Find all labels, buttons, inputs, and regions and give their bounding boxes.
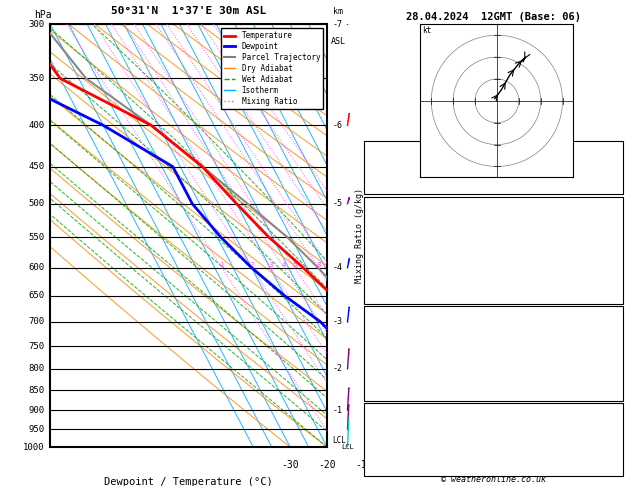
Text: 4: 4 [610, 261, 615, 270]
Text: Temp (°C): Temp (°C) [372, 215, 421, 224]
Text: 700: 700 [29, 317, 45, 327]
Text: -30: -30 [281, 460, 299, 470]
Text: 650: 650 [29, 291, 45, 300]
Text: 4: 4 [610, 357, 615, 366]
Text: Totals Totals: Totals Totals [372, 163, 442, 172]
Text: 7.5: 7.5 [599, 230, 615, 240]
Text: StmSpd (kt): StmSpd (kt) [372, 465, 431, 473]
Text: hPa: hPa [34, 10, 52, 20]
Text: Lifted Index: Lifted Index [372, 261, 437, 270]
Text: 600: 600 [29, 263, 45, 272]
Text: 850: 850 [29, 385, 45, 395]
Text: 1003: 1003 [594, 325, 615, 334]
Text: 300: 300 [29, 20, 45, 29]
Text: 5: 5 [292, 262, 297, 268]
Text: CIN (J): CIN (J) [372, 388, 410, 398]
Text: ASL: ASL [331, 37, 346, 46]
Text: CIN (J): CIN (J) [372, 292, 410, 301]
Text: 14: 14 [604, 145, 615, 155]
Text: CAPE (J): CAPE (J) [372, 277, 415, 285]
Text: Surface: Surface [475, 200, 513, 209]
Text: 40: 40 [543, 460, 554, 470]
Bar [364, 197, 623, 304]
Text: 30: 30 [506, 460, 518, 470]
Text: 61: 61 [604, 277, 615, 285]
Text: 750: 750 [29, 342, 45, 350]
Text: 0: 0 [398, 460, 404, 470]
Text: 350: 350 [29, 74, 45, 83]
Text: -1: -1 [333, 406, 343, 415]
Text: SREH: SREH [372, 435, 394, 444]
Text: -10: -10 [355, 460, 373, 470]
Text: 0: 0 [610, 292, 615, 301]
Text: 500: 500 [29, 199, 45, 208]
Text: 450: 450 [29, 162, 45, 171]
Text: 1000: 1000 [23, 443, 45, 451]
Text: 3: 3 [268, 262, 272, 268]
Text: K: K [372, 145, 377, 155]
Text: 20: 20 [469, 460, 481, 470]
Text: 61: 61 [604, 373, 615, 382]
Text: 4: 4 [282, 262, 286, 268]
Text: -20: -20 [318, 460, 336, 470]
Text: 1: 1 [220, 262, 224, 268]
Text: 550: 550 [29, 233, 45, 242]
Text: 950: 950 [29, 425, 45, 434]
Text: 800: 800 [29, 364, 45, 373]
Text: Dewpoint / Temperature (°C): Dewpoint / Temperature (°C) [104, 477, 273, 486]
Text: 41: 41 [604, 435, 615, 444]
Text: 0: 0 [610, 388, 615, 398]
Bar [364, 306, 623, 401]
Text: EH: EH [372, 421, 383, 430]
Text: StmDir: StmDir [372, 450, 404, 459]
Legend: Temperature, Dewpoint, Parcel Trajectory, Dry Adiabat, Wet Adiabat, Isotherm, Mi: Temperature, Dewpoint, Parcel Trajectory… [221, 28, 323, 109]
Text: Lifted Index: Lifted Index [372, 357, 437, 366]
Text: PW (cm): PW (cm) [372, 181, 410, 190]
Text: 28.04.2024  12GMT (Base: 06): 28.04.2024 12GMT (Base: 06) [406, 12, 581, 22]
Text: kt: kt [423, 27, 431, 35]
Text: Dewp (°C): Dewp (°C) [372, 230, 421, 240]
Text: 231°: 231° [594, 450, 615, 459]
Text: 8: 8 [316, 262, 321, 268]
Bar [364, 403, 623, 476]
Text: 50°31'N  1°37'E 30m ASL: 50°31'N 1°37'E 30m ASL [111, 6, 266, 16]
Text: Pressure (mb): Pressure (mb) [372, 325, 442, 334]
Text: -2: -2 [333, 364, 343, 373]
Text: -6: -6 [333, 121, 343, 130]
Text: Hodograph: Hodograph [470, 406, 518, 415]
Text: 10.1: 10.1 [594, 215, 615, 224]
Text: -7: -7 [333, 20, 343, 29]
Text: © weatheronline.co.uk: © weatheronline.co.uk [442, 474, 546, 484]
Text: 301: 301 [599, 246, 615, 255]
Text: LCL: LCL [341, 444, 354, 450]
Text: 301: 301 [599, 341, 615, 350]
Text: 28: 28 [604, 465, 615, 473]
Text: 67: 67 [604, 421, 615, 430]
Text: 900: 900 [29, 406, 45, 415]
Text: θₑ (K): θₑ (K) [372, 341, 404, 350]
Text: 10: 10 [432, 460, 443, 470]
Text: LCL: LCL [333, 435, 347, 445]
Text: Most Unstable: Most Unstable [459, 310, 529, 319]
Text: -5: -5 [333, 199, 343, 208]
Text: -3: -3 [333, 317, 343, 327]
Text: 2: 2 [250, 262, 254, 268]
Bar [364, 141, 623, 194]
Text: -4: -4 [333, 263, 343, 272]
Text: CAPE (J): CAPE (J) [372, 373, 415, 382]
Text: θₑ(K): θₑ(K) [372, 246, 399, 255]
Text: Mixing Ratio (g/kg): Mixing Ratio (g/kg) [355, 188, 364, 283]
Text: 1.26: 1.26 [594, 181, 615, 190]
Text: km: km [333, 7, 343, 16]
Text: 48: 48 [604, 163, 615, 172]
Text: 400: 400 [29, 121, 45, 130]
